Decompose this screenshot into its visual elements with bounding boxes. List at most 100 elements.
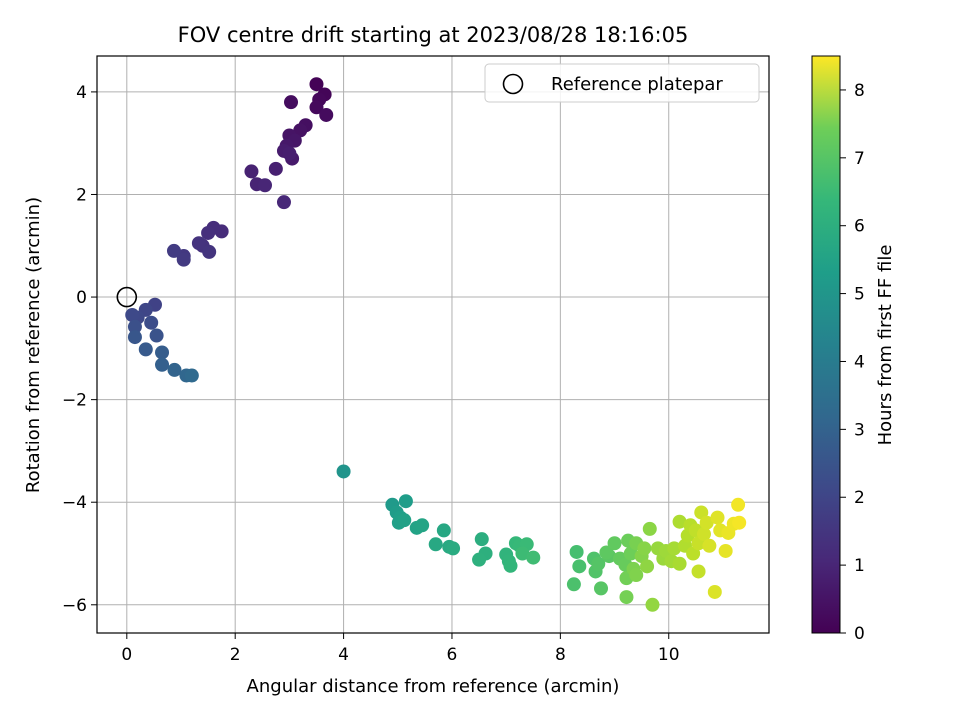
data-point [191, 236, 206, 251]
colorbar-tick-label: 0 [854, 624, 865, 644]
chart-title: FOV centre drift starting at 2023/08/28 … [178, 23, 689, 47]
data-point [244, 164, 259, 179]
data-point [667, 541, 682, 556]
data-point [503, 558, 518, 573]
data-point [599, 545, 614, 560]
legend-box [484, 63, 760, 103]
data-point [566, 577, 581, 592]
data-point [694, 505, 709, 520]
data-point [258, 178, 272, 193]
data-points [125, 77, 747, 612]
plot-area [96, 55, 770, 634]
colorbar: 0 1 2 3 4 5 6 7 8 Hours from first FF file [811, 55, 896, 644]
x-tick-label: 8 [555, 645, 566, 665]
data-point [319, 107, 334, 122]
legend: Reference platepar [484, 63, 760, 103]
y-tick-label: 0 [76, 288, 87, 308]
y-tick-label: 4 [76, 83, 87, 103]
colorbar-gradient [811, 55, 841, 634]
data-point [623, 546, 638, 561]
colorbar-tick-label: 7 [854, 149, 865, 169]
data-point [591, 556, 606, 571]
y-tick-label: 2 [76, 185, 87, 205]
data-point [515, 546, 530, 561]
data-point [526, 550, 541, 565]
data-point [699, 515, 714, 530]
data-point [642, 521, 657, 536]
y-axis-label: Rotation from reference (arcmin) [23, 197, 44, 493]
data-point [149, 328, 164, 343]
data-point [731, 497, 746, 512]
colorbar-tick-label: 2 [854, 488, 865, 508]
y-tick-label: −4 [62, 493, 87, 513]
data-point [637, 541, 652, 556]
data-point [672, 556, 687, 571]
data-point [446, 541, 461, 556]
grid-lines [97, 56, 769, 633]
data-point [309, 100, 324, 115]
data-point [138, 342, 153, 357]
data-point [436, 523, 451, 538]
y-tick-label: −6 [62, 596, 87, 616]
colorbar-tick-label: 6 [854, 217, 865, 237]
data-point [166, 243, 181, 258]
data-point [167, 362, 182, 377]
data-point [474, 532, 489, 547]
data-point [640, 559, 655, 574]
axes-frame [96, 55, 770, 634]
data-point [415, 518, 430, 533]
data-point [282, 146, 297, 161]
y-axis-ticks: −6 −4 −2 0 2 4 [62, 83, 97, 616]
data-point [572, 559, 587, 574]
data-point [127, 319, 142, 334]
data-point [672, 514, 687, 529]
x-tick-label: 10 [658, 645, 680, 665]
x-tick-label: 4 [338, 645, 349, 665]
data-point [645, 597, 660, 612]
data-point [397, 513, 412, 528]
data-point [268, 161, 283, 176]
data-point [202, 244, 217, 259]
data-point [155, 357, 170, 372]
data-point [594, 581, 608, 596]
colorbar-ticks: 0 1 2 3 4 5 6 7 8 [840, 81, 865, 644]
data-point [201, 225, 216, 240]
y-tick-label: −2 [62, 391, 87, 411]
x-tick-label: 0 [121, 645, 132, 665]
data-point [607, 536, 622, 551]
data-point [732, 515, 747, 530]
x-axis-label: Angular distance from reference (arcmin) [247, 676, 620, 697]
colorbar-label: Hours from first FF file [875, 245, 896, 446]
data-point [569, 544, 584, 559]
data-point [707, 584, 722, 599]
data-point [428, 537, 443, 552]
data-point [472, 552, 487, 567]
data-point [718, 543, 733, 558]
data-point [155, 345, 170, 360]
data-point [619, 590, 634, 605]
data-point [144, 315, 159, 330]
data-point [176, 252, 191, 267]
data-point [702, 538, 717, 553]
colorbar-tick-label: 3 [854, 420, 865, 440]
legend-reference-marker [502, 73, 524, 95]
colorbar-tick-label: 4 [854, 352, 865, 372]
data-point [710, 510, 725, 525]
data-point [293, 123, 308, 138]
data-point [127, 330, 142, 345]
data-point [336, 464, 351, 479]
reference-platepar-marker [116, 286, 138, 308]
data-point [184, 368, 199, 383]
colorbar-tick-label: 5 [854, 285, 865, 305]
data-point [309, 77, 324, 92]
data-point [125, 308, 140, 323]
data-point [696, 527, 711, 542]
data-point [398, 494, 413, 509]
x-axis-ticks: 0 2 4 6 8 10 [121, 633, 680, 665]
data-point [276, 195, 291, 210]
colorbar-tick-label: 8 [854, 81, 865, 101]
data-point [284, 95, 299, 110]
x-tick-label: 6 [447, 645, 458, 665]
x-tick-label: 2 [230, 645, 241, 665]
